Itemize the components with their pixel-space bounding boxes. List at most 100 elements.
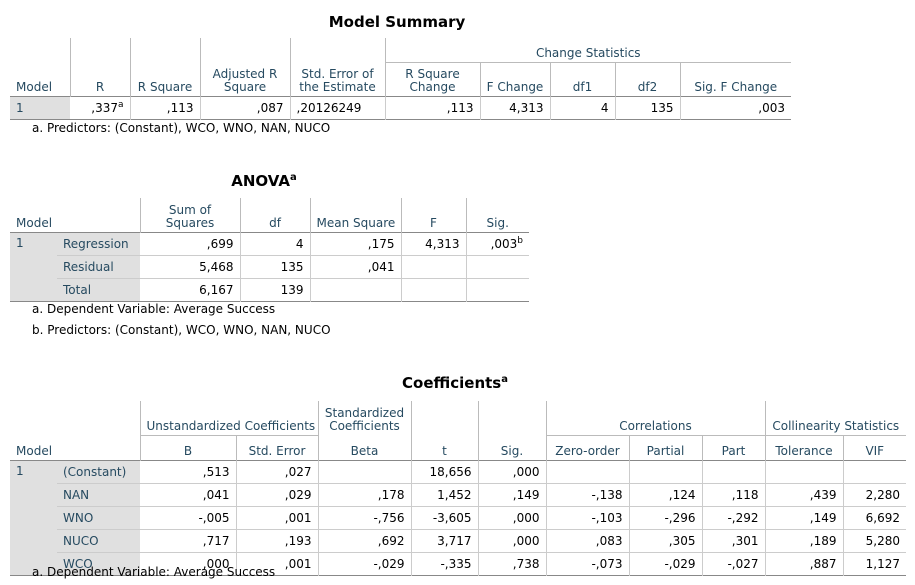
coef-row-label: (Constant) [57,460,140,483]
col-r: R [70,62,131,97]
anova-table: Model Sum of Squares df Mean Square F Si… [10,198,529,302]
anova-cell-sig [466,255,529,278]
coef-cell-t: -3,605 [411,506,479,529]
coef-cell-sig: ,000 [478,460,547,483]
cell-r-square-change: ,113 [385,96,481,120]
anova-cell-df: 135 [240,255,311,278]
anova-col-f: F [401,198,467,232]
anova-cell-ms: ,175 [310,232,402,255]
coef-cell-beta [318,460,412,483]
coefficients-title-text: Coefficients [402,374,502,392]
anova-cell-ss: ,699 [140,232,241,255]
col-df1: df1 [550,62,616,97]
anova-col-sig: Sig. [486,215,509,230]
anova-cell-ms: ,041 [310,255,402,278]
cell-adj-r-square: ,087 [200,96,291,120]
coef-cell-sig: ,000 [478,506,547,529]
coef-col-tolerance: Tolerance [765,435,844,460]
coef-cell-zero-order: -,103 [546,506,630,529]
anova-title-superscript: a [289,172,297,183]
coef-cell-part: -,027 [702,552,766,575]
anova-col-mean-square: Mean Square [310,198,402,232]
coef-cell-se: ,193 [236,529,319,552]
anova-sig-value: ,003 [490,236,518,251]
coef-cell-b: -,005 [140,506,237,529]
coefficients-title: Coefficientsa [370,374,540,392]
anova-model-number: 1 [10,232,57,301]
coefficients-table: Unstandardized Coefficients Standardized… [10,401,907,576]
coef-cell-zero-order: ,083 [546,529,630,552]
model-summary-title: Model Summary [328,13,466,31]
coef-cell-vif [843,460,906,483]
coef-cell-vif: 1,127 [865,556,901,571]
coef-col-zero-order: Zero-order [546,435,630,460]
coef-cell-partial: -,029 [629,552,703,575]
coef-cell-b: ,041 [140,483,237,506]
coef-col-t: t [411,435,479,460]
coef-row-label: WCO [57,552,140,575]
anova-cell-ss: 6,167 [140,278,241,301]
coef-cell-zero-order: -,138 [546,483,630,506]
coef-cell-b: ,513 [140,460,237,483]
coef-cell-se: ,027 [236,460,319,483]
coef-cell-part: ,301 [702,529,766,552]
anova-footnote-b: b. Predictors: (Constant), WCO, WNO, NAN… [32,323,331,337]
col-adjusted-r-square: Adjusted R Square [200,62,291,97]
anova-cell-sig [466,278,529,301]
coefficients-footnote-a: a. Dependent Variable: Average Success [32,565,276,579]
coef-col-beta: Beta [318,435,412,460]
cell-r: ,337a [70,96,131,120]
coef-cell-tolerance: ,149 [765,506,844,529]
coef-cell-vif: 5,280 [865,533,901,548]
coef-cell-t: -,335 [411,552,479,575]
coef-col-sig: Sig. [478,435,547,460]
cell-df1: 4 [550,96,616,120]
anova-cell-ms [310,278,402,301]
coef-cell-se: ,001 [236,552,319,575]
coef-cell-beta: ,178 [318,483,412,506]
coef-col-model: Model [10,435,141,460]
standardized-coefficients-header: Standardized Coefficients [318,401,412,435]
col-std-error: Std. Error of the Estimate [290,62,386,97]
coef-cell-tolerance: ,189 [765,529,844,552]
unstandardized-coefficients-header: Unstandardized Coefficients [140,401,319,436]
anova-title: ANOVAa [214,172,314,190]
collinearity-statistics-header: Collinearity Statistics [765,401,907,436]
coef-cell-part: ,118 [702,483,766,506]
col-sig-f-change: Sig. F Change [694,80,778,94]
col-model: Model [10,62,71,97]
coef-cell-sig: ,149 [478,483,547,506]
coef-cell-part [702,460,766,483]
cell-df2: 135 [615,96,681,120]
coef-model-number: 1 [10,460,57,575]
coef-cell-t: 1,452 [411,483,479,506]
anova-cell-df: 139 [240,278,311,301]
col-r-square-change: R Square Change [385,62,481,97]
cell-std-error: ,20126249 [290,96,386,120]
coef-cell-zero-order [546,460,630,483]
coef-col-part: Part [702,435,766,460]
coef-cell-zero-order: -,073 [546,552,630,575]
coef-cell-vif: 2,280 [865,487,901,502]
coef-cell-se: ,001 [236,506,319,529]
cell-sig-f-change: ,003 [758,101,786,115]
anova-footnote-a: a. Dependent Variable: Average Success [32,302,276,316]
anova-row-label: Regression [57,232,140,255]
coef-cell-t: 3,717 [411,529,479,552]
coef-cell-partial: -,296 [629,506,703,529]
coef-row-label: WNO [57,506,140,529]
anova-cell-ss: 5,468 [140,255,241,278]
anova-row-label: Total [57,278,140,301]
col-r-square: R Square [130,62,201,97]
coef-cell-partial [629,460,703,483]
coefficients-title-superscript: a [501,374,508,385]
coef-cell-part: -,292 [702,506,766,529]
cell-r-square: ,113 [130,96,201,120]
coef-cell-tolerance: ,439 [765,483,844,506]
coef-row-label: NUCO [57,529,140,552]
correlations-header: Correlations [546,401,766,436]
coef-cell-beta: ,692 [318,529,412,552]
coef-col-std-error: Std. Error [236,435,319,460]
coef-cell-se: ,029 [236,483,319,506]
model-number: 1 [10,96,70,120]
